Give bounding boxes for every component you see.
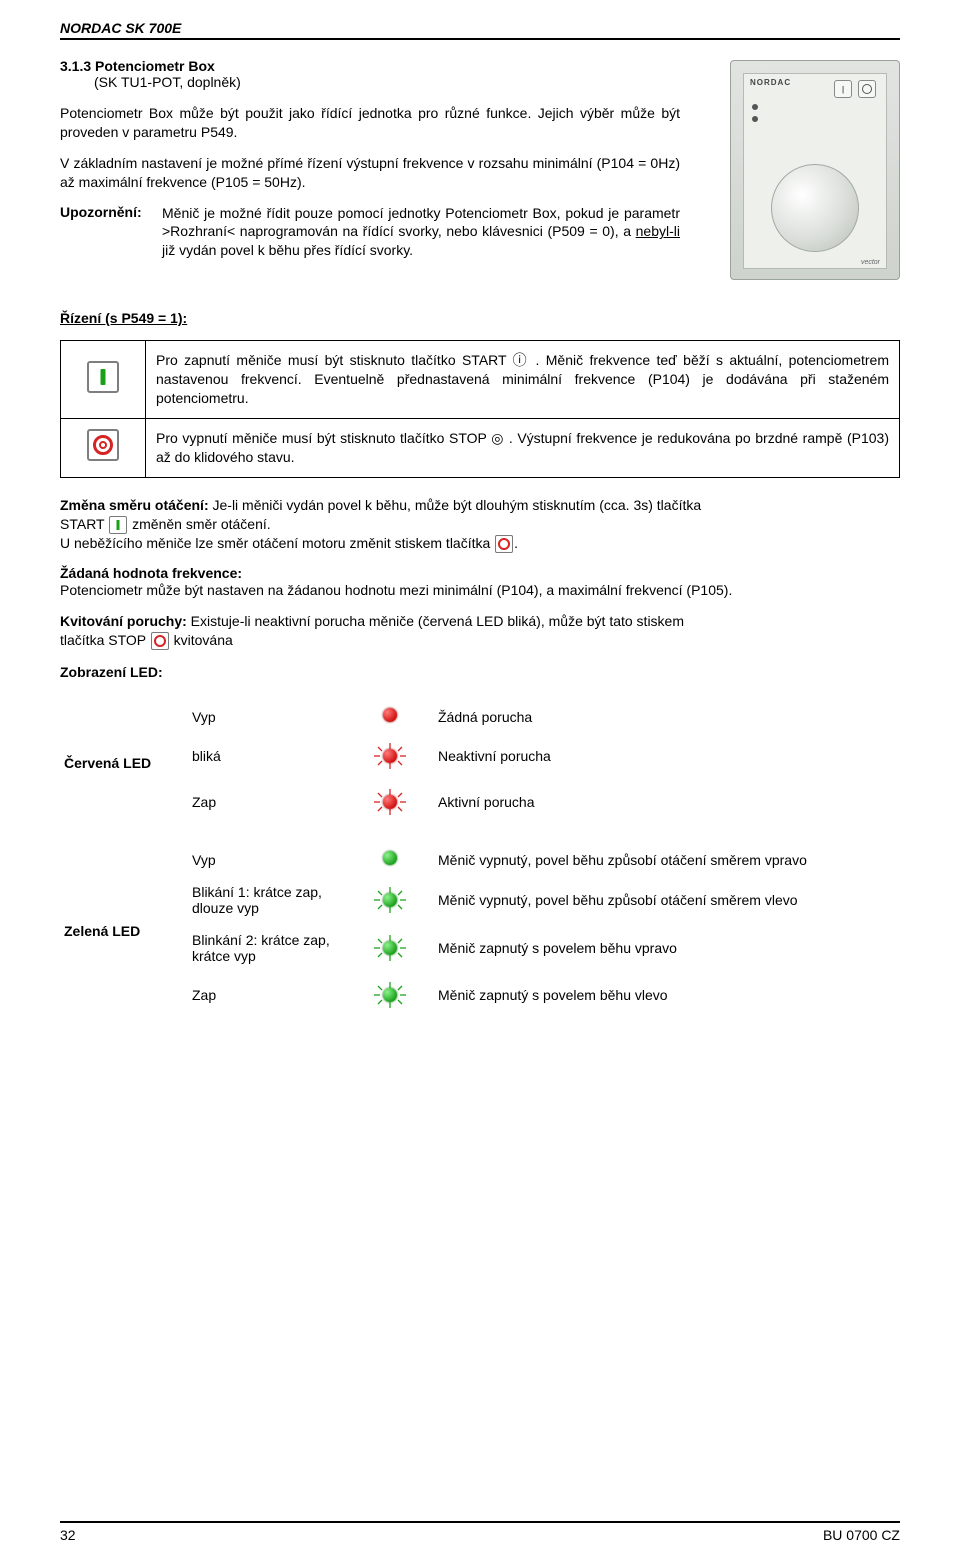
warning-underline: nebyl-li	[636, 223, 680, 239]
direction-text-2: START	[60, 516, 108, 532]
section-subtitle: (SK TU1-POT, doplněk)	[60, 74, 680, 90]
direction-text-4: U neběžícího měniče lze směr otáčení mot…	[60, 535, 494, 551]
control-table: Pro zapnutí měniče musí být stisknuto tl…	[60, 340, 900, 477]
page-footer: 32 BU 0700 CZ	[60, 1521, 900, 1543]
start-icon-cell	[61, 341, 146, 419]
direction-label: Změna směru otáčení:	[60, 497, 209, 513]
green-blink-icon-2	[370, 933, 410, 963]
led-display-label: Zobrazení LED:	[60, 664, 900, 680]
product-illustration: NORDAC | vector	[730, 60, 900, 280]
illust-stop-button	[858, 80, 876, 98]
green-blink-icon	[370, 885, 410, 915]
ack-fault-text-3: kvitována	[170, 632, 233, 648]
red-led-ind-0	[346, 700, 434, 733]
red-led-meaning-2: Aktivní porucha	[434, 779, 900, 825]
stop-description: Pro vypnutí měniče musí být stisknuto tl…	[146, 418, 900, 477]
ack-fault-label: Kvitování poruchy:	[60, 613, 187, 629]
page-number: 32	[60, 1527, 76, 1543]
control-heading: Řízení (s P549 = 1):	[60, 310, 900, 326]
warning-text: Měnič je možné řídit pouze pomocí jednot…	[162, 204, 680, 261]
direction-paragraph: Změna směru otáčení: Je-li měniči vydán …	[60, 496, 900, 553]
red-led-state-1: bliká	[188, 733, 346, 779]
red-blink-icon	[370, 741, 410, 771]
section-title: 3.1.3 Potenciometr Box	[60, 58, 680, 74]
setpoint-label: Žádaná hodnota frekvence:	[60, 565, 900, 581]
start-description: Pro zapnutí měniče musí být stisknuto tl…	[146, 341, 900, 419]
warning-block: Upozornění: Měnič je možné řídit pouze p…	[60, 204, 680, 261]
illust-led-2	[752, 116, 758, 122]
brand-label: NORDAC	[750, 78, 791, 87]
green-led-ind-2	[346, 924, 434, 972]
ack-fault-text-2: tlačítka STOP	[60, 632, 150, 648]
inline-stop-icon-2	[151, 632, 169, 650]
intro-paragraph-1: Potenciometr Box může být použit jako ří…	[60, 104, 680, 142]
red-led-ind-1	[346, 733, 434, 779]
green-led-ind-1	[346, 876, 434, 924]
direction-text-3: změněn směr otáčení.	[128, 516, 270, 532]
direction-text-5: .	[514, 535, 518, 551]
ack-fault-paragraph: Kvitování poruchy: Existuje-li neaktivní…	[60, 612, 900, 650]
warning-text-b: již vydán povel k běhu přes řídící svork…	[162, 242, 413, 258]
direction-text-1: Je-li měniči vydán povel k běhu, může bý…	[209, 497, 702, 513]
green-led-state-1: Blikání 1: krátce zap, dlouze vyp	[188, 876, 346, 924]
intro-paragraph-2: V základním nastavení je možné přímé říz…	[60, 154, 680, 192]
inline-start-icon	[109, 516, 127, 534]
red-led-meaning-1: Neaktivní porucha	[434, 733, 900, 779]
red-led-meaning-0: Žádná porucha	[434, 700, 900, 733]
illust-dial	[771, 164, 859, 252]
red-blink-icon-2	[370, 787, 410, 817]
red-led-ind-2	[346, 779, 434, 825]
red-dot-icon	[383, 708, 397, 722]
green-led-label: Zelená LED	[60, 825, 188, 1018]
led-table: Červená LED Vyp Žádná porucha bliká Neak…	[60, 700, 900, 1018]
page-header: NORDAC SK 700E	[60, 20, 900, 40]
red-led-state-2: Zap	[188, 779, 346, 825]
green-led-meaning-3: Měnič zapnutý s povelem běhu vlevo	[434, 972, 900, 1018]
green-led-meaning-1: Měnič vypnutý, povel běhu způsobí otáčen…	[434, 876, 900, 924]
stop-icon-cell	[61, 418, 146, 477]
illust-start-button: |	[834, 80, 852, 98]
start-icon	[87, 361, 119, 393]
setpoint-text: Potenciometr může být nastaven na žádano…	[60, 581, 900, 600]
green-led-ind-3	[346, 972, 434, 1018]
warning-text-a: Měnič je možné řídit pouze pomocí jednot…	[162, 205, 680, 240]
red-led-label: Červená LED	[60, 700, 188, 825]
illust-led-1	[752, 104, 758, 110]
ack-fault-text-1: Existuje-li neaktivní porucha měniče (če…	[187, 613, 684, 629]
green-led-ind-0	[346, 825, 434, 876]
green-led-state-2: Blinkání 2: krátce zap, krátce vyp	[188, 924, 346, 972]
warning-label: Upozornění:	[60, 204, 148, 261]
stop-icon	[87, 429, 119, 461]
doc-code: BU 0700 CZ	[823, 1527, 900, 1543]
green-led-meaning-2: Měnič zapnutý s povelem běhu vpravo	[434, 924, 900, 972]
inline-stop-icon-1	[495, 535, 513, 553]
green-led-state-3: Zap	[188, 972, 346, 1018]
illust-vector-label: vector	[861, 259, 880, 266]
green-dot-icon	[383, 851, 397, 865]
green-led-state-0: Vyp	[188, 825, 346, 876]
red-led-state-0: Vyp	[188, 700, 346, 733]
green-led-meaning-0: Měnič vypnutý, povel běhu způsobí otáčen…	[434, 825, 900, 876]
green-blink-icon-3	[370, 980, 410, 1010]
